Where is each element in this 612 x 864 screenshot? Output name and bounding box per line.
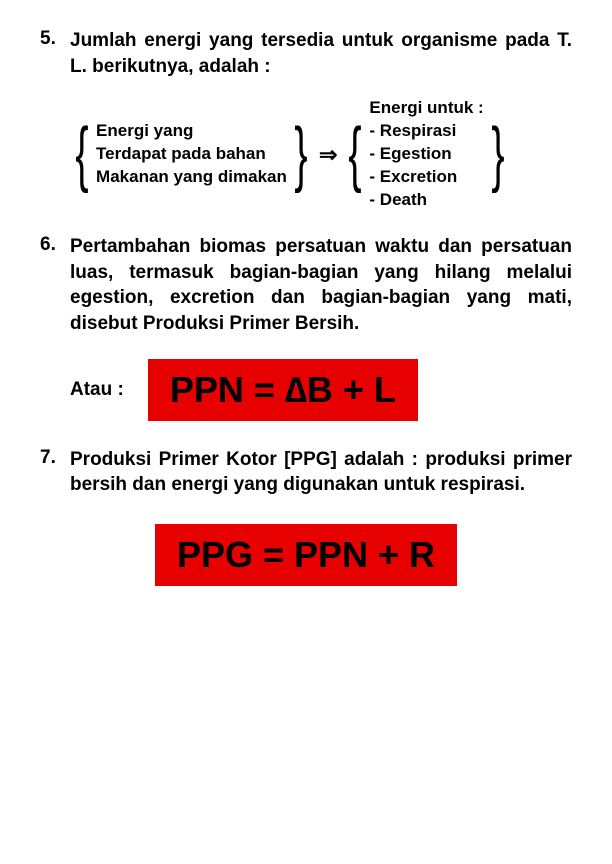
right-brace-content: Energi untuk : - Respirasi - Egestion - … <box>369 97 483 212</box>
item-6-number: 6. <box>40 234 70 337</box>
left-brace-close: } <box>294 122 307 187</box>
item-6: 6. Pertambahan biomas persatuan waktu da… <box>40 234 572 337</box>
right-line-2: - Respirasi <box>369 120 483 143</box>
left-line-3: Makanan yang dimakan <box>96 166 287 189</box>
right-line-3: - Egestion <box>369 143 483 166</box>
left-brace-content: Energi yang Terdapat pada bahan Makanan … <box>96 120 287 189</box>
item-5-text: Jumlah energi yang tersedia untuk organi… <box>70 28 572 79</box>
left-brace-open: { <box>75 122 88 187</box>
right-line-5: - Death <box>369 189 483 212</box>
right-line-1: Energi untuk : <box>369 97 483 120</box>
right-brace-open: { <box>349 122 362 187</box>
formula-ppn: PPN = ∆B + L <box>148 359 418 421</box>
left-line-1: Energi yang <box>96 120 287 143</box>
formula-ppg: PPG = PPN + R <box>155 524 457 586</box>
formula-row-ppn: Atau : PPN = ∆B + L <box>70 359 572 421</box>
atau-label: Atau : <box>70 379 124 401</box>
formula-row-ppg: PPG = PPN + R <box>40 524 572 586</box>
item-6-body: Pertambahan biomas persatuan waktu dan p… <box>70 234 572 337</box>
item-7-number: 7. <box>40 447 70 498</box>
right-brace-close: } <box>491 122 504 187</box>
item-7-body: Produksi Primer Kotor [PPG] adalah : pro… <box>70 447 572 498</box>
item-7: 7. Produksi Primer Kotor [PPG] adalah : … <box>40 447 572 498</box>
item-5: 5. Jumlah energi yang tersedia untuk org… <box>40 28 572 79</box>
brace-diagram: { Energi yang Terdapat pada bahan Makana… <box>70 97 572 212</box>
item-5-number: 5. <box>40 28 70 79</box>
item-5-body: Jumlah energi yang tersedia untuk organi… <box>70 28 572 79</box>
arrow-icon: ⇒ <box>319 142 337 168</box>
left-line-2: Terdapat pada bahan <box>96 143 287 166</box>
right-line-4: - Excretion <box>369 166 483 189</box>
item-6-text: Pertambahan biomas persatuan waktu dan p… <box>70 234 572 337</box>
item-7-text: Produksi Primer Kotor [PPG] adalah : pro… <box>70 447 572 498</box>
